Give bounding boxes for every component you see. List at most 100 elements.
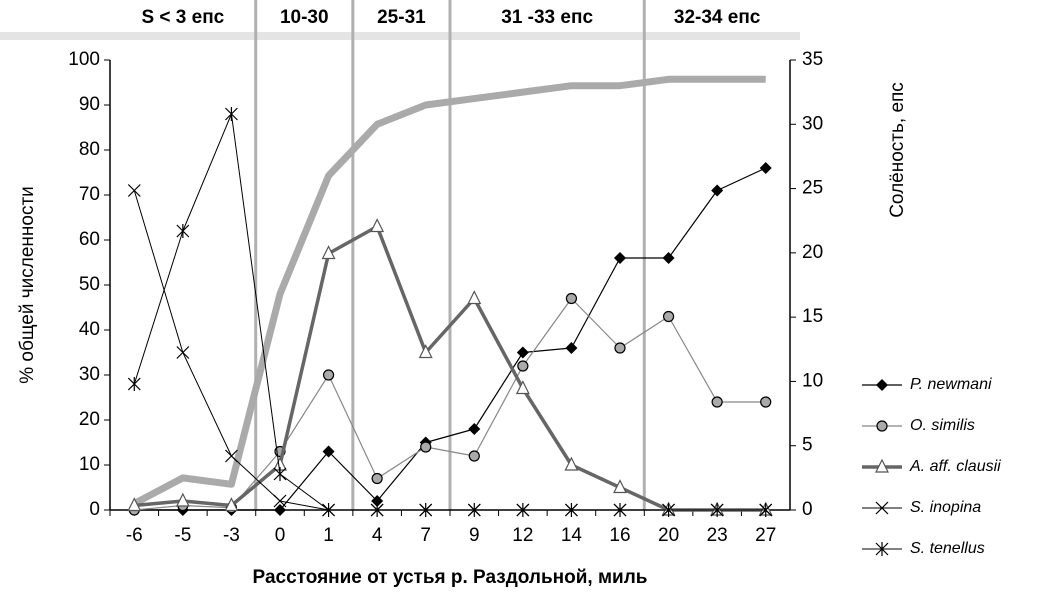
x-tick-label: 1 <box>323 525 334 546</box>
point <box>420 441 432 453</box>
x-tick-label: 7 <box>420 525 431 546</box>
y-tick-label: 0 <box>89 499 100 520</box>
point <box>225 449 238 463</box>
point <box>467 503 481 517</box>
point <box>662 310 675 323</box>
point <box>370 218 385 233</box>
x-tick-label: -6 <box>126 525 143 546</box>
point <box>468 423 481 435</box>
y2-tick-label: 30 <box>802 113 823 134</box>
point <box>614 252 626 264</box>
point <box>565 292 578 305</box>
point <box>322 503 335 517</box>
y2-tick-label: 25 <box>802 178 823 199</box>
legend-label: S. inopina <box>910 499 981 516</box>
point <box>711 184 724 197</box>
point <box>127 377 141 391</box>
x-tick-label: 12 <box>512 525 533 546</box>
y-tick-label: 90 <box>79 94 100 115</box>
zone-label: S < 3 епс <box>141 7 224 28</box>
legend-marker <box>875 458 889 473</box>
x-tick-label: 27 <box>755 525 776 546</box>
x-tick-label: 16 <box>609 525 630 546</box>
point <box>467 290 482 305</box>
legend-label: O. similis <box>910 417 975 434</box>
x-tick-label: 23 <box>707 525 728 546</box>
legend-marker <box>876 420 888 432</box>
legend-label: P. newmani <box>910 376 992 393</box>
series-line <box>134 167 766 511</box>
y2-tick-label: 10 <box>802 370 823 391</box>
zone-label: 32-34 епс <box>674 7 761 28</box>
y-tick-label: 70 <box>79 184 100 205</box>
zone-label: 25-31 <box>377 7 426 28</box>
x-tick-label: -3 <box>223 525 240 546</box>
x-tick-label: 0 <box>275 525 286 546</box>
y2-tick-label: 35 <box>802 49 823 70</box>
point <box>127 184 141 197</box>
y-tick-label: 50 <box>79 274 100 295</box>
point <box>613 479 627 494</box>
y-tick-label: 30 <box>79 364 100 385</box>
point <box>418 344 433 359</box>
point <box>564 456 579 471</box>
point <box>516 346 529 359</box>
y-tick-label: 100 <box>68 49 100 70</box>
legend-label: S. tenellus <box>910 540 985 557</box>
series-line <box>133 113 766 511</box>
x-tick-label: 14 <box>561 525 583 546</box>
point <box>760 396 772 408</box>
y-axis-label: % общей численности <box>17 186 38 384</box>
series-line <box>134 224 766 512</box>
y2-tick-label: 5 <box>802 435 813 456</box>
point <box>175 492 190 507</box>
point <box>565 342 578 354</box>
point <box>517 360 529 372</box>
point <box>468 450 480 462</box>
point <box>322 369 335 381</box>
x-tick-label: 20 <box>658 525 679 546</box>
y-tick-label: 80 <box>79 139 100 160</box>
zone-label: 10-30 <box>280 7 329 28</box>
point <box>370 503 384 517</box>
y2-tick-label: 0 <box>802 499 813 520</box>
point <box>274 504 286 516</box>
point <box>321 245 336 260</box>
x-axis-label: Расстояние от устья р. Раздольной, миль <box>253 567 648 588</box>
point <box>515 380 530 395</box>
y2-tick-label: 15 <box>802 306 823 327</box>
x-tick-label: -5 <box>174 525 191 546</box>
legend-marker <box>876 379 888 391</box>
legend-label: A. aff. clausii <box>909 458 1001 475</box>
top-band <box>0 32 800 40</box>
point <box>322 445 335 458</box>
x-tick-label: 4 <box>372 525 383 546</box>
y-tick-label: 60 <box>79 229 100 250</box>
series-line <box>132 75 766 507</box>
point <box>662 503 675 517</box>
point <box>759 503 773 517</box>
point <box>759 162 772 174</box>
point <box>419 503 433 517</box>
legend-marker <box>875 542 889 556</box>
point <box>225 107 238 121</box>
y-tick-label: 40 <box>79 319 100 340</box>
point <box>273 467 287 481</box>
point <box>127 497 142 512</box>
x-tick-label: 9 <box>469 525 480 546</box>
point <box>614 342 626 354</box>
point <box>176 224 190 238</box>
point <box>516 503 530 517</box>
y-tick-label: 10 <box>79 454 100 475</box>
point <box>371 495 384 507</box>
y-tick-label: 20 <box>79 409 100 430</box>
point <box>224 497 239 512</box>
zone-label: 31 -33 епс <box>501 7 593 28</box>
y2-tick-label: 20 <box>802 242 823 263</box>
point <box>371 472 383 485</box>
point <box>711 396 723 408</box>
point <box>710 503 724 517</box>
y2-axis-label: Солёность, епс <box>887 82 908 218</box>
point <box>273 494 287 508</box>
